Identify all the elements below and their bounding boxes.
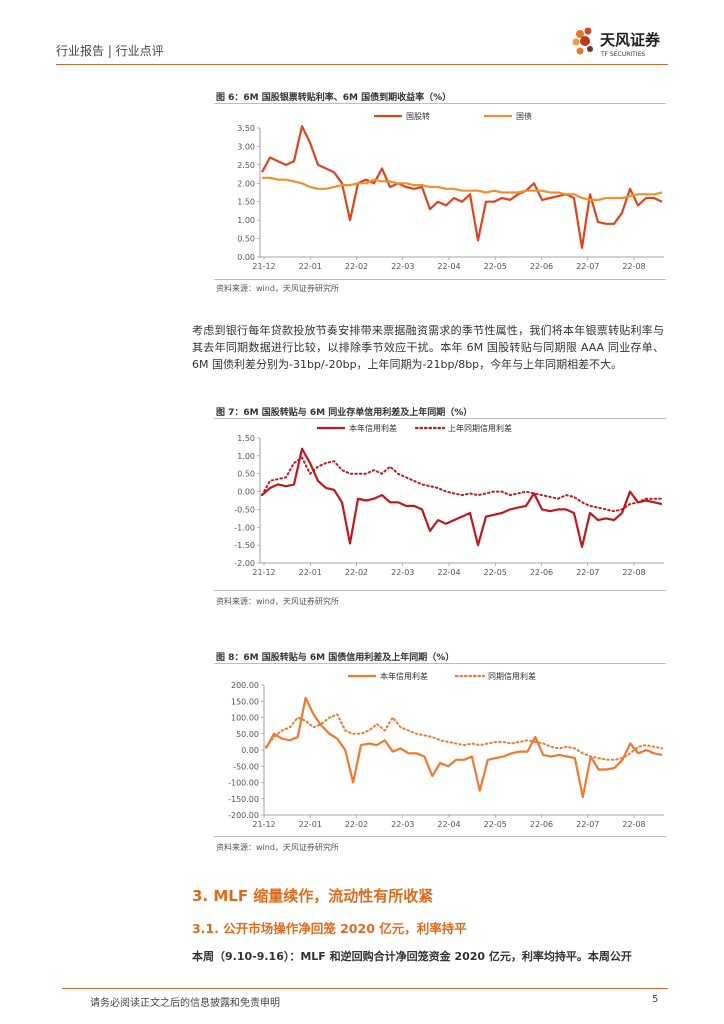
x-tick-label: 22-08 [622, 568, 645, 577]
figure-7-top-rule [214, 418, 666, 419]
series-line-0 [261, 125, 663, 249]
figure-7-bottom-rule [214, 590, 666, 591]
x-tick-label: 21-12 [252, 568, 275, 577]
x-tick-label: 22-02 [345, 262, 368, 271]
y-tick-label: 3.50 [237, 124, 255, 133]
figure-7-title: 图 7：6M 国股转贴与 6M 同业存单信用利差及上年同期（%） [216, 408, 473, 418]
figure-6-bottom-rule [214, 279, 666, 280]
x-tick-label: 22-07 [576, 262, 599, 271]
figure-8-bottom-rule [214, 836, 666, 837]
figure-8-top-rule [214, 663, 666, 664]
x-tick-label: 22-02 [345, 820, 368, 829]
x-tick-label: 22-06 [530, 568, 553, 577]
series-line-1 [262, 176, 663, 202]
y-tick-label: 3.00 [237, 142, 255, 151]
x-tick-label: 22-07 [576, 820, 599, 829]
y-tick-label: -200.00 [228, 811, 259, 820]
y-tick-label: 1.00 [237, 216, 255, 225]
series-line-0 [265, 696, 663, 799]
x-tick-label: 22-04 [437, 262, 460, 271]
x-tick-label: 22-06 [530, 820, 553, 829]
figure-8-title: 图 8：6M 国股转贴与 6M 国债信用利差及上年同期（%） [216, 653, 455, 663]
legend-label-0: 国股转 [406, 111, 430, 121]
header-divider [56, 64, 668, 65]
x-tick-label: 22-08 [622, 820, 645, 829]
y-tick-label: 2.50 [237, 161, 255, 170]
legend-label-0: 本年信用利差 [349, 423, 397, 433]
x-tick-label: 22-01 [299, 568, 322, 577]
figure-8-source: 资料来源：wind，天风证券研究所 [216, 843, 339, 852]
x-tick-label: 22-04 [437, 820, 460, 829]
body-paragraph-1: 考虑到银行每年贷款投放节奏安排带来票据融资需求的季节性属性，我们将本年银票转贴利… [192, 324, 664, 371]
body-paragraph-2: 本周（9.10-9.16）：MLF 和逆回购合计净回笼资金 2020 亿元，利率… [192, 950, 632, 963]
y-tick-label: 1.50 [237, 434, 255, 443]
series-line-1 [265, 713, 663, 761]
legend-label-0: 本年信用利差 [380, 671, 428, 681]
tf-securities-logo-icon: 天风证券 TF SECURITIES [572, 27, 661, 58]
x-tick-label: 22-03 [391, 820, 414, 829]
x-tick-label: 22-06 [530, 262, 553, 271]
y-tick-label: 0.50 [237, 235, 255, 244]
figure-7-chart: 1.50 1.00 0.50 0.00 -0.50 -1.00 -1.50 -2.0021-1… [234, 423, 664, 577]
legend-label-1: 上年同期信用利差 [448, 423, 512, 433]
y-tick-label: -0.50 [234, 505, 255, 514]
y-tick-label: 0.50 [237, 470, 255, 479]
x-tick-label: 21-12 [252, 820, 275, 829]
y-tick-label: -100.00 [228, 779, 259, 788]
x-tick-label: 22-04 [437, 568, 460, 577]
x-tick-label: 22-05 [484, 262, 507, 271]
y-tick-label: -1.00 [234, 523, 255, 532]
series-line-0 [261, 447, 663, 549]
x-tick-label: 22-07 [576, 568, 599, 577]
x-tick-label: 22-02 [345, 568, 368, 577]
y-tick-label: -50.00 [233, 762, 259, 771]
legend-label-1: 同期信用利差 [488, 671, 536, 681]
footer-disclaimer: 请务必阅读正文之后的信息披露和免责申明 [90, 998, 280, 1009]
y-tick-label: -150.00 [228, 795, 259, 804]
y-tick-label: 2.00 [237, 179, 255, 188]
y-tick-label: -2.00 [234, 559, 255, 568]
x-tick-label: 22-03 [391, 262, 414, 271]
y-tick-label: 50.00 [236, 730, 259, 739]
x-tick-label: 22-05 [484, 820, 507, 829]
x-tick-label: 22-01 [299, 262, 322, 271]
y-tick-label: -1.50 [234, 541, 255, 550]
y-tick-label: 1.50 [237, 198, 255, 207]
sub-section-heading: 3.1. 公开市场操作净回笼 2020 亿元，利率持平 [192, 921, 467, 936]
logo-cn-text: 天风证券 [600, 31, 661, 49]
page-number: 5 [652, 994, 659, 1005]
section-heading: 3. MLF 缩量续作，流动性有所收紧 [192, 887, 434, 905]
x-tick-label: 22-05 [484, 568, 507, 577]
y-tick-label: 100.00 [231, 714, 259, 723]
x-tick-label: 21-12 [252, 262, 275, 271]
y-tick-label: 1.00 [237, 452, 255, 461]
figure-6-title: 图 6：6M 国股银票转贴利率、6M 国债到期收益率（%） [216, 93, 452, 103]
figure-6-source: 资料来源：wind，天风证券研究所 [216, 284, 339, 293]
figure-8-chart: 200.00 150.00 100.00 50.00 0.00 -50.00 -100.00… [228, 671, 664, 829]
figure-7-source: 资料来源：wind，天风证券研究所 [216, 597, 339, 606]
y-tick-label: 0.00 [237, 253, 255, 262]
y-tick-label: 200.00 [231, 681, 259, 690]
y-tick-label: 150.00 [231, 697, 259, 706]
logo-en-text: TF SECURITIES [600, 51, 645, 58]
header-breadcrumb: 行业报告 | 行业点评 [56, 44, 164, 58]
series-line-1 [261, 456, 663, 513]
brand-logo: 天风证券 TF SECURITIES [568, 24, 678, 64]
figure-6-top-rule [214, 103, 666, 104]
x-tick-label: 22-08 [622, 262, 645, 271]
footer-divider [62, 988, 668, 989]
x-tick-label: 22-01 [299, 820, 322, 829]
legend-label-1: 国债 [516, 111, 532, 121]
y-tick-label: 0.00 [237, 488, 255, 497]
y-tick-label: 0.00 [241, 746, 259, 755]
x-tick-label: 22-03 [391, 568, 414, 577]
